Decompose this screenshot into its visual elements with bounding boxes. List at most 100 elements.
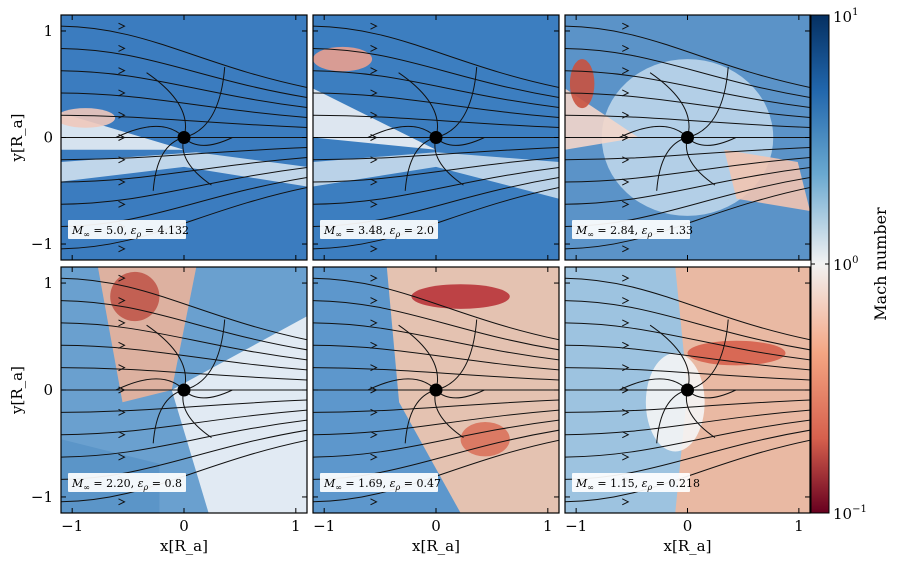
x-tick-label: −1	[565, 517, 587, 535]
colorbar-tick-bottom: 10−1	[833, 504, 867, 523]
y-tick-label: 1	[43, 22, 53, 40]
panel-1: −1 0 1 y[R_a] M∞ = 5.0, ερ = 4.132	[8, 14, 308, 261]
streamline	[565, 277, 810, 341]
y-tick-label: −1	[31, 235, 53, 253]
streamline-arrow	[118, 319, 126, 327]
accretor-marker	[177, 383, 191, 397]
parameter-annotation: M∞ = 1.15, ερ = 0.218	[572, 473, 700, 492]
streamline	[61, 300, 307, 351]
accretor-marker	[429, 383, 443, 397]
streamline	[565, 344, 810, 371]
mach-value: M	[71, 224, 84, 237]
streamline	[313, 157, 559, 183]
streamline	[183, 66, 226, 138]
streamline-arrow	[370, 453, 378, 461]
svg-text:M∞ = 2.84, ερ = 1.33: M∞ = 2.84, ερ = 1.33	[575, 224, 693, 239]
streamline	[61, 167, 307, 205]
parameter-annotation: M∞ = 5.0, ερ = 4.132	[68, 220, 189, 239]
streamline-arrow	[370, 364, 378, 372]
streamline	[146, 72, 186, 138]
streamline-arrow	[622, 498, 630, 506]
streamline	[565, 399, 810, 413]
y-tick-label: 0	[43, 129, 53, 147]
streamline-arrow	[622, 245, 630, 253]
streamline-arrow	[118, 341, 126, 349]
y-tick-label: 0	[43, 381, 53, 399]
streamline-arrow	[622, 274, 630, 282]
streamline-arrow	[622, 453, 630, 461]
mach-region	[313, 88, 436, 150]
streamline	[313, 48, 559, 98]
streamline	[313, 114, 559, 128]
streamline	[313, 409, 559, 436]
streamline	[565, 419, 810, 458]
streamline-arrow	[622, 67, 630, 75]
streamline-arrow	[622, 178, 630, 186]
x-tick-label: −1	[313, 517, 335, 535]
streamline-arrow	[118, 67, 126, 75]
streamline-arrow	[370, 498, 378, 506]
streamline-arrow	[118, 245, 126, 253]
streamline-arrow	[118, 274, 126, 282]
mach-value: M	[575, 224, 588, 237]
streamline	[313, 399, 559, 413]
mach-value: M	[323, 477, 336, 490]
x-tick-label: 1	[794, 517, 804, 535]
streamline-arrow	[370, 200, 378, 208]
streamline-arrow	[622, 200, 630, 208]
streamline	[398, 324, 438, 391]
streamline-arrow	[622, 22, 630, 30]
streamline-arrow	[370, 319, 378, 327]
streamline-arrow	[370, 297, 378, 304]
streamline-arrow	[370, 22, 378, 30]
streamline	[313, 277, 559, 341]
svg-text:M∞ = 3.48, ερ = 2.0: M∞ = 3.48, ερ = 2.0	[323, 224, 434, 239]
colorbar: 101 100 10−1 Mach number	[810, 7, 890, 523]
colorbar-label: Mach number	[871, 207, 890, 321]
streamline	[61, 25, 307, 88]
y-tick-label: −1	[31, 488, 53, 506]
mach-region	[313, 46, 373, 72]
streamline-arrow	[118, 431, 126, 439]
streamlines	[61, 22, 307, 253]
mach-region	[61, 108, 116, 128]
streamline	[435, 319, 478, 391]
streamline	[313, 419, 559, 458]
streamline	[565, 48, 810, 98]
streamline-arrow	[622, 111, 630, 119]
y-axis-label: y[R_a]	[8, 366, 26, 415]
x-tick-label: 0	[179, 517, 189, 535]
streamline-arrow	[622, 319, 630, 327]
streamline	[61, 419, 307, 458]
x-axis-label: x[R_a]	[664, 537, 712, 555]
streamline	[313, 70, 559, 108]
streamline	[565, 92, 810, 118]
parameter-annotation: M∞ = 2.84, ερ = 1.33	[572, 220, 693, 239]
streamline	[61, 399, 307, 413]
svg-text:M∞ = 5.0, ερ = 4.132: M∞ = 5.0, ερ = 4.132	[71, 224, 189, 239]
accretor-marker	[681, 383, 694, 397]
streamline-arrow	[370, 408, 378, 416]
streamline-arrow	[118, 22, 126, 30]
streamline-arrow	[118, 44, 126, 52]
eps-value: = 1.33	[652, 224, 693, 237]
streamline	[61, 322, 307, 361]
streamline-arrow	[622, 156, 630, 164]
mach-region	[569, 59, 595, 109]
eps-value: = 0.8	[148, 477, 182, 490]
streamline	[313, 300, 559, 351]
streamline	[565, 114, 810, 128]
streamline	[61, 367, 307, 381]
streamline	[61, 277, 307, 341]
streamline	[61, 344, 307, 371]
streamline-arrow	[622, 297, 630, 304]
accretor-marker	[429, 131, 443, 144]
mach-region	[724, 149, 810, 211]
streamline	[565, 409, 810, 436]
x-tick-label: 0	[683, 517, 693, 535]
streamline-arrow	[622, 364, 630, 372]
streamline	[146, 324, 186, 391]
streamline-arrow	[118, 453, 126, 461]
svg-text:M∞ = 2.20, ερ = 0.8: M∞ = 2.20, ερ = 0.8	[71, 477, 182, 492]
streamline	[61, 147, 307, 161]
